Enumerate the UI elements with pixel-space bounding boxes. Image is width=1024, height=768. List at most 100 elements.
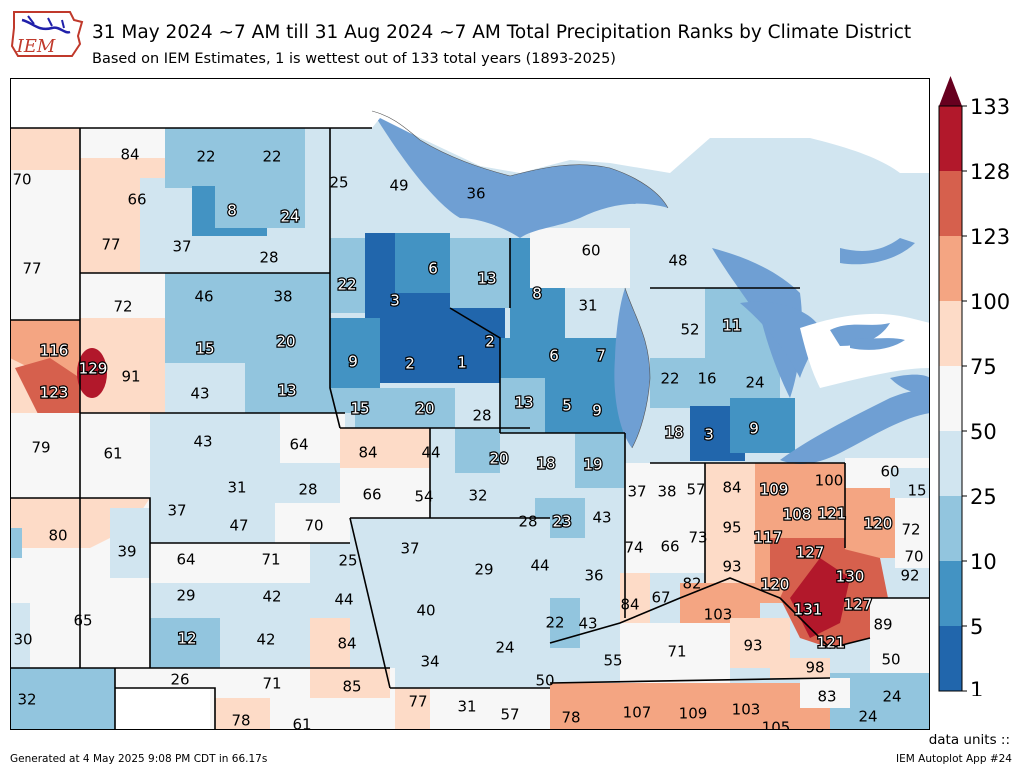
rank-label: 79 — [31, 439, 50, 457]
region-mi-se — [730, 398, 795, 453]
rank-label: 84 — [620, 596, 639, 614]
rank-label: 120 — [864, 515, 893, 533]
region-il-ne — [575, 433, 625, 488]
region-wi-sw — [500, 378, 545, 433]
rank-label: 127 — [844, 596, 873, 614]
rank-label: 16 — [697, 370, 716, 388]
rank-label: 15 — [195, 340, 214, 358]
rank-label: 44 — [334, 591, 353, 609]
rank-label: 52 — [680, 321, 699, 339]
rank-label: 98 — [805, 659, 824, 677]
colorbar-band — [939, 366, 962, 431]
rank-label: 12 — [177, 630, 196, 648]
rank-label: 130 — [836, 568, 865, 586]
rank-label: 43 — [578, 615, 597, 633]
rank-label: 24 — [882, 688, 901, 706]
colorbar-band — [939, 626, 962, 691]
region-pa-west — [845, 488, 895, 558]
region-pa-central — [895, 498, 930, 568]
rank-label: 70 — [904, 548, 923, 566]
rank-label: 42 — [262, 588, 281, 606]
region-ks-nw — [150, 543, 230, 583]
rank-label: 65 — [73, 612, 92, 630]
rank-label: 67 — [651, 589, 670, 607]
rank-label: 22 — [196, 148, 215, 166]
rank-label: 13 — [277, 382, 296, 400]
region-va — [870, 598, 930, 678]
rank-label: 31 — [227, 479, 246, 497]
rank-label: 8 — [532, 285, 542, 303]
rank-label: 82 — [682, 575, 701, 593]
rank-label: 73 — [688, 529, 707, 547]
rank-label: 84 — [120, 146, 139, 164]
rank-label: 71 — [261, 551, 280, 569]
rank-label: 43 — [190, 385, 209, 403]
region-nd-east — [215, 128, 305, 228]
rank-label: 9 — [592, 402, 602, 420]
region-ks-nc — [230, 543, 310, 583]
rank-label: 36 — [584, 567, 603, 585]
rank-label: 28 — [259, 249, 278, 267]
rank-label: 109 — [760, 481, 789, 499]
rank-label: 54 — [414, 488, 433, 506]
lake-ontario-west — [850, 338, 905, 350]
rank-label: 11 — [722, 317, 741, 335]
rank-label: 37 — [400, 540, 419, 558]
rank-label: 28 — [518, 513, 537, 531]
rank-label: 18 — [664, 424, 683, 442]
rank-label: 22 — [660, 370, 679, 388]
colorbar-tick-label: 128 — [970, 160, 1010, 184]
rank-label: 117 — [754, 529, 783, 547]
rank-label: 92 — [900, 567, 919, 585]
rank-label: 108 — [783, 506, 812, 524]
region-oh-west — [705, 463, 755, 583]
region-wv-central — [790, 558, 850, 638]
rank-label: 78 — [561, 709, 580, 727]
autoplot-app-label: IEM Autoplot App #24 — [896, 753, 1012, 765]
rank-label: 66 — [660, 538, 679, 556]
rank-label: 42 — [256, 631, 275, 649]
rank-label: 29 — [176, 587, 195, 605]
rank-label: 64 — [289, 436, 308, 454]
rank-labels: 84 22 22 70 66 8 24 25 49 36 77 37 28 77… — [12, 146, 926, 731]
rank-label: 43 — [592, 509, 611, 527]
rank-label: 9 — [348, 353, 358, 371]
region-ne-ne — [280, 413, 345, 463]
rank-label: 66 — [127, 191, 146, 209]
lake-superior — [372, 111, 668, 238]
region-wy-east — [15, 358, 80, 428]
rank-label: 43 — [193, 433, 212, 451]
lake-ontario — [890, 374, 930, 394]
colorbar-band — [939, 301, 962, 366]
region-tn — [550, 683, 830, 730]
rank-label: 8 — [227, 202, 237, 220]
rank-label: 32 — [468, 487, 487, 505]
rank-label: 20 — [489, 450, 508, 468]
rank-label: 24 — [280, 208, 299, 226]
rank-label: 60 — [880, 463, 899, 481]
rank-label: 9 — [749, 420, 759, 438]
rank-label: 77 — [408, 693, 427, 711]
rank-label: 20 — [276, 333, 295, 351]
rank-label: 31 — [578, 297, 597, 315]
lake-outlines — [371, 110, 669, 449]
rank-label: 22 — [545, 614, 564, 632]
rank-label: 38 — [273, 288, 292, 306]
map-frame — [10, 78, 930, 730]
rank-label: 107 — [623, 704, 652, 722]
region-ia-nw — [340, 428, 430, 468]
rank-label: 37 — [627, 483, 646, 501]
rank-label: 18 — [536, 455, 555, 473]
rank-label: 103 — [732, 701, 761, 719]
rank-label: 37 — [167, 502, 186, 520]
region-ky-west — [620, 623, 730, 683]
rank-label: 80 — [48, 527, 67, 545]
region-ok-panhandle — [10, 668, 115, 730]
rank-label: 6 — [549, 347, 559, 365]
rank-label: 47 — [229, 517, 248, 535]
rank-label: 40 — [416, 602, 435, 620]
rank-label: 84 — [337, 635, 356, 653]
rank-label: 129 — [79, 360, 108, 378]
colorbar-tick-label: 1 — [970, 678, 983, 696]
canada-east — [810, 138, 930, 173]
